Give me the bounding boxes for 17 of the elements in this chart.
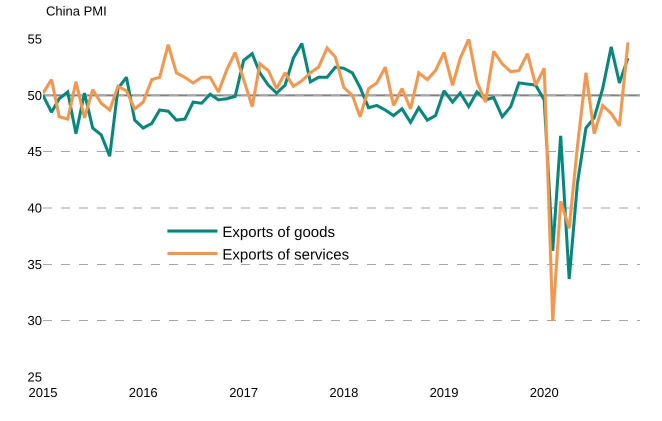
y-tick-label: 40 bbox=[28, 200, 42, 216]
x-tick-label: 2018 bbox=[329, 385, 358, 400]
x-tick-label: 2020 bbox=[530, 385, 559, 400]
y-tick-label: 35 bbox=[28, 256, 42, 272]
legend-label: Exports of services bbox=[222, 246, 350, 264]
y-tick-label: 30 bbox=[28, 313, 42, 328]
y-tick-label: 25 bbox=[28, 370, 42, 385]
legend-label: Exports of goods bbox=[222, 224, 335, 241]
y-tick-label: 55 bbox=[28, 32, 42, 47]
x-tick-label: 2019 bbox=[430, 385, 458, 400]
y-tick-label: 45 bbox=[28, 144, 42, 160]
x-tick-label: 2017 bbox=[229, 385, 258, 400]
chart-title: China PMI bbox=[46, 3, 107, 18]
y-tick-label: 50 bbox=[28, 88, 42, 103]
x-tick-label: 2015 bbox=[28, 385, 58, 400]
line-series bbox=[43, 39, 630, 322]
x-tick-label: 2016 bbox=[128, 385, 158, 400]
